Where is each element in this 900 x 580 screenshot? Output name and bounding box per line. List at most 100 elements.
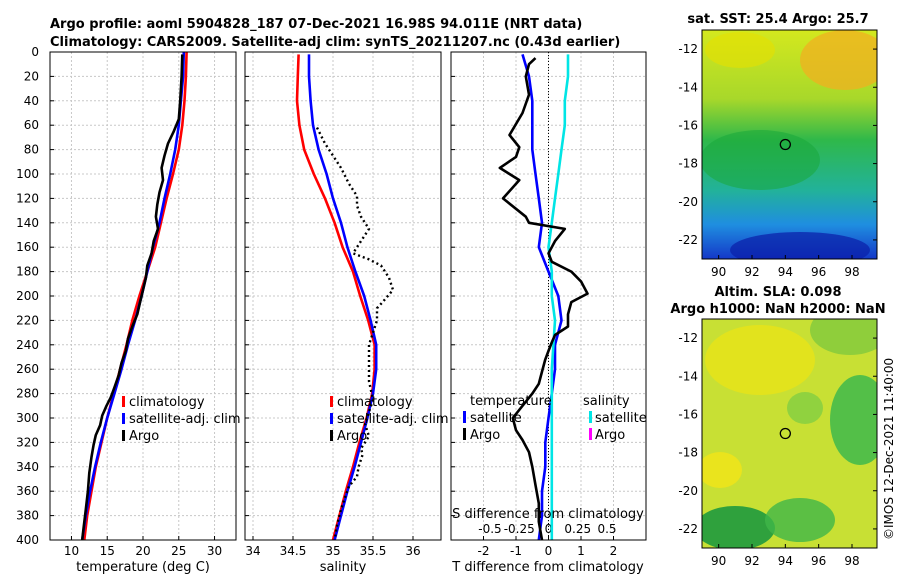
salinity-legend: climatology satellite-adj. clim Argo — [330, 395, 449, 444]
series-line-argo — [315, 127, 395, 541]
legend-salinity-title: salinity — [583, 394, 630, 409]
salinity-grid — [245, 51, 441, 541]
salinity-x-axis-label: salinity — [320, 560, 367, 575]
sla-map-frame — [701, 318, 878, 549]
depth-tick-label: 0 — [31, 45, 39, 59]
difference-top-label: S difference from climatology — [452, 507, 644, 522]
sst-longitude-labels: 90 92 94 96 98 — [711, 255, 860, 279]
argo-location-marker — [779, 427, 791, 440]
depth-tick-label: 140 — [16, 216, 39, 230]
legend-climatology-swatch — [122, 396, 125, 407]
depth-tick-label: 40 — [24, 94, 39, 108]
depth-tick-label: 160 — [16, 240, 39, 254]
x-tick-label: 1 — [577, 544, 585, 558]
salinity-series — [295, 54, 395, 541]
legend-s-satellite-label: satellite — [595, 411, 647, 426]
sla-high-patch-2 — [702, 452, 742, 488]
legend-t-satellite-swatch — [463, 411, 466, 423]
x-tick-label: -2 — [478, 544, 490, 558]
depth-tick-label: 100 — [16, 167, 39, 181]
depth-tick-label: 260 — [16, 362, 39, 376]
longitude-label: 94 — [778, 265, 793, 279]
x-tick-label: -1 — [510, 544, 522, 558]
depth-tick-label: 220 — [16, 313, 39, 327]
salinity-panel: 34 34.5 35 35.5 36 salinity climatology sate… — [244, 51, 449, 575]
longitude-label: 92 — [744, 554, 759, 568]
depth-tick-label: 20 — [24, 69, 39, 83]
temperature-legend: climatology satellite-adj. clim Argo — [122, 395, 241, 444]
difference-panel: -2 -1 0 1 2 -0.5-0.25 0 0.25 0.5 T difference f… — [450, 51, 647, 575]
depth-tick-label: 300 — [16, 411, 39, 425]
sst-map-frame — [701, 29, 878, 260]
latitude-label: -18 — [678, 157, 698, 171]
x-tick-label: 34.5 — [280, 544, 307, 558]
series-line-temperature-satellite — [521, 54, 563, 541]
sla-green-patch-2 — [830, 375, 877, 465]
longitude-label: 90 — [711, 265, 726, 279]
latitude-label: -22 — [678, 522, 698, 536]
s-tick-label: 0.25 — [564, 522, 591, 536]
legend-satellite-swatch — [122, 413, 125, 424]
x-tick-label: 15 — [100, 544, 115, 558]
s-tick-label: -0.5 — [478, 522, 501, 536]
depth-tick-label: 60 — [24, 118, 39, 132]
sla-latitude-labels: -12 -14 -16 -18 -20 -22 — [678, 331, 877, 536]
x-tick-label: 2 — [610, 544, 618, 558]
sla-longitude-labels: 90 92 94 96 98 — [711, 544, 860, 568]
temperature-grid — [50, 51, 236, 541]
x-tick-label: 34 — [245, 544, 260, 558]
legend-t-argo-label: Argo — [470, 428, 500, 443]
series-line-climatology — [295, 54, 376, 541]
depth-axis-labels: 0 20 40 60 80 100 120 140 160 180 200 220 240 260 280 3… — [16, 45, 39, 547]
latitude-label: -16 — [678, 407, 698, 421]
sla-field — [702, 319, 877, 548]
legend-climatology-label: climatology — [129, 395, 205, 410]
sla-map-panel: Altim. SLA: 0.098 Argo h1000: NaN h2000:… — [670, 285, 885, 568]
legend-argo-label: Argo — [337, 429, 367, 444]
temperature-series — [80, 51, 188, 541]
sst-warm-patch-2 — [705, 32, 775, 68]
legend-climatology-label: climatology — [337, 395, 413, 410]
depth-tick-label: 340 — [16, 460, 39, 474]
longitude-label: 98 — [844, 265, 859, 279]
difference-x-axis-label: T difference from climatology — [451, 560, 644, 575]
x-tick-label: 36 — [405, 544, 420, 558]
series-line-satellite-adj-clim — [80, 51, 186, 541]
sst-cold-patch — [730, 232, 870, 259]
legend-satellite-swatch — [330, 413, 333, 424]
depth-tick-label: 240 — [16, 338, 39, 352]
series-line-satellite-adj-clim — [307, 54, 378, 541]
depth-tick-label: 400 — [16, 533, 39, 547]
legend-s-argo-label: Argo — [595, 428, 625, 443]
figure-title-line2: Climatology: CARS2009. Satellite-adj cli… — [50, 35, 620, 50]
x-tick-label: 25 — [171, 544, 186, 558]
series-line-argo — [80, 54, 184, 541]
legend-argo-label: Argo — [129, 429, 159, 444]
latitude-label: -14 — [678, 369, 698, 383]
difference-series — [498, 54, 589, 541]
depth-tick-label: 80 — [24, 143, 39, 157]
latitude-label: -20 — [678, 484, 698, 498]
s-tick-label: -0.25 — [504, 522, 535, 536]
legend-argo-swatch — [122, 430, 125, 441]
argo-location-marker — [779, 138, 791, 151]
series-line-salinity-satellite — [547, 54, 570, 540]
latitude-label: -12 — [678, 331, 698, 345]
latitude-label: -12 — [678, 42, 698, 56]
x-tick-label: 0 — [545, 544, 553, 558]
difference-x-tick-labels: -2 -1 0 1 2 — [478, 544, 618, 558]
sst-latitude-labels: -12 -14 -16 -18 -20 -22 — [678, 42, 877, 247]
depth-tick-label: 200 — [16, 289, 39, 303]
temperature-x-axis-label: temperature (deg C) — [76, 560, 210, 575]
depth-tick-label: 120 — [16, 191, 39, 205]
x-tick-label: 10 — [64, 544, 79, 558]
legend-s-satellite-swatch — [589, 411, 592, 423]
series-line-temperature-argo — [498, 57, 589, 541]
sst-map-title: sat. SST: 25.4 Argo: 25.7 — [687, 12, 868, 27]
x-tick-label: 35.5 — [360, 544, 387, 558]
longitude-label: 94 — [778, 554, 793, 568]
latitude-label: -14 — [678, 80, 698, 94]
sla-map-title-line2: Argo h1000: NaN h2000: NaN — [670, 302, 885, 317]
sla-green-patch — [810, 319, 877, 355]
